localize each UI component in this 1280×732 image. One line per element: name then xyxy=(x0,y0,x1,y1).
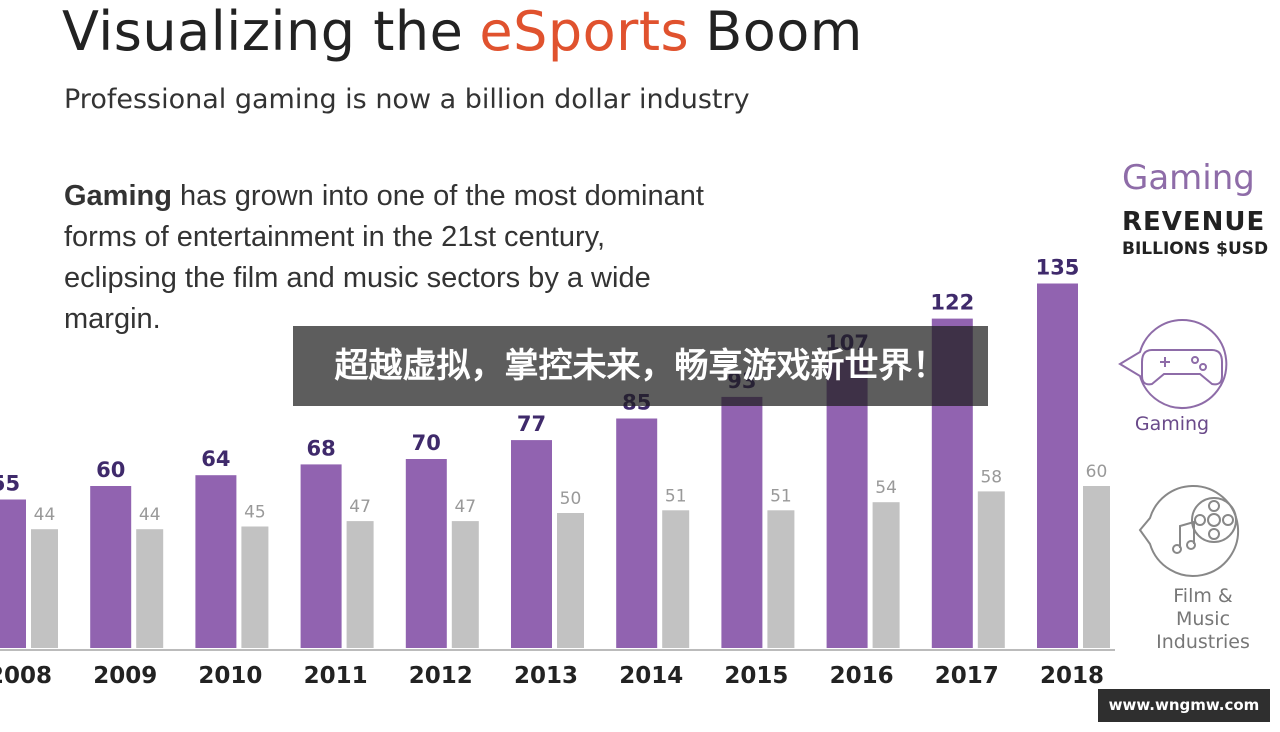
value-label: 64 xyxy=(201,447,230,471)
bar xyxy=(90,486,132,648)
bar xyxy=(826,359,868,648)
units: BILLIONS $USD xyxy=(1122,239,1269,259)
film-music-icon xyxy=(1138,484,1240,577)
subtitle: Professional gaming is now a billion dol… xyxy=(64,84,750,115)
bar xyxy=(346,521,374,648)
value-label: 68 xyxy=(306,436,335,460)
x-tick-label: 2010 xyxy=(198,663,262,689)
bar xyxy=(1083,486,1110,648)
description-text: has grown into one of the most dominant … xyxy=(64,180,704,335)
legend-entry: Film & Music Industries xyxy=(1156,585,1250,653)
legend-entry: Gaming xyxy=(1134,413,1210,435)
value-label: 47 xyxy=(349,497,371,517)
value-label: 44 xyxy=(34,505,56,525)
x-tick-label: 2014 xyxy=(619,663,683,689)
x-tick-label: 2013 xyxy=(514,663,578,689)
bar xyxy=(662,510,690,648)
x-tick-label: 2017 xyxy=(935,663,999,689)
bar xyxy=(136,529,164,648)
x-tick-label: 2011 xyxy=(304,663,368,689)
bar xyxy=(977,491,1005,648)
gaming-icon xyxy=(1118,318,1228,409)
x-tick-label: 2018 xyxy=(1040,663,1104,689)
bar xyxy=(31,529,58,648)
value-label: 51 xyxy=(770,486,792,506)
title-text: Boom xyxy=(705,0,863,63)
bar xyxy=(405,459,447,648)
bar xyxy=(195,475,237,648)
banner: 超越虚拟，掌控未来，畅享游戏新世界！ xyxy=(293,326,988,406)
bar xyxy=(511,440,552,648)
bar xyxy=(872,502,900,648)
value-label: 54 xyxy=(875,478,897,498)
watermark: www.wngmw.com xyxy=(1098,689,1270,722)
value-label: 50 xyxy=(560,489,582,509)
title-highlight: eSports xyxy=(479,0,690,63)
bar xyxy=(721,396,763,648)
x-tick-label: 2015 xyxy=(724,663,788,689)
value-label: 70 xyxy=(412,431,441,455)
description-lead: Gaming xyxy=(64,180,172,212)
measure: REVENUE xyxy=(1122,207,1266,237)
bar xyxy=(300,464,342,648)
value-label: 45 xyxy=(244,503,266,523)
legend-heading: Gaming xyxy=(1122,158,1255,198)
x-tick-label: 2009 xyxy=(93,663,157,689)
bar xyxy=(0,499,26,648)
bar xyxy=(557,513,584,648)
bar xyxy=(1037,283,1078,648)
description: Gaming has grown into one of the most dom… xyxy=(64,176,714,340)
value-label: 47 xyxy=(454,497,476,517)
bar xyxy=(241,526,269,648)
bar xyxy=(767,510,795,648)
value-label: 44 xyxy=(139,505,161,525)
bar xyxy=(451,521,479,648)
title-text: Visualizing the xyxy=(62,0,464,63)
value-label: 60 xyxy=(1086,462,1108,482)
value-label: 135 xyxy=(1036,256,1080,280)
value-label: 122 xyxy=(930,291,974,315)
x-tick-label: 2016 xyxy=(830,663,894,689)
title: Visualizing the eSports Boom xyxy=(62,0,879,63)
bar xyxy=(616,418,658,648)
x-tick-label: 2012 xyxy=(409,663,473,689)
value-label: 51 xyxy=(665,486,687,506)
value-label: 77 xyxy=(517,412,546,436)
value-label: 60 xyxy=(96,458,125,482)
value-label: 58 xyxy=(980,467,1002,487)
value-label: 55 xyxy=(0,472,20,496)
x-tick-label: 2008 xyxy=(0,663,52,689)
